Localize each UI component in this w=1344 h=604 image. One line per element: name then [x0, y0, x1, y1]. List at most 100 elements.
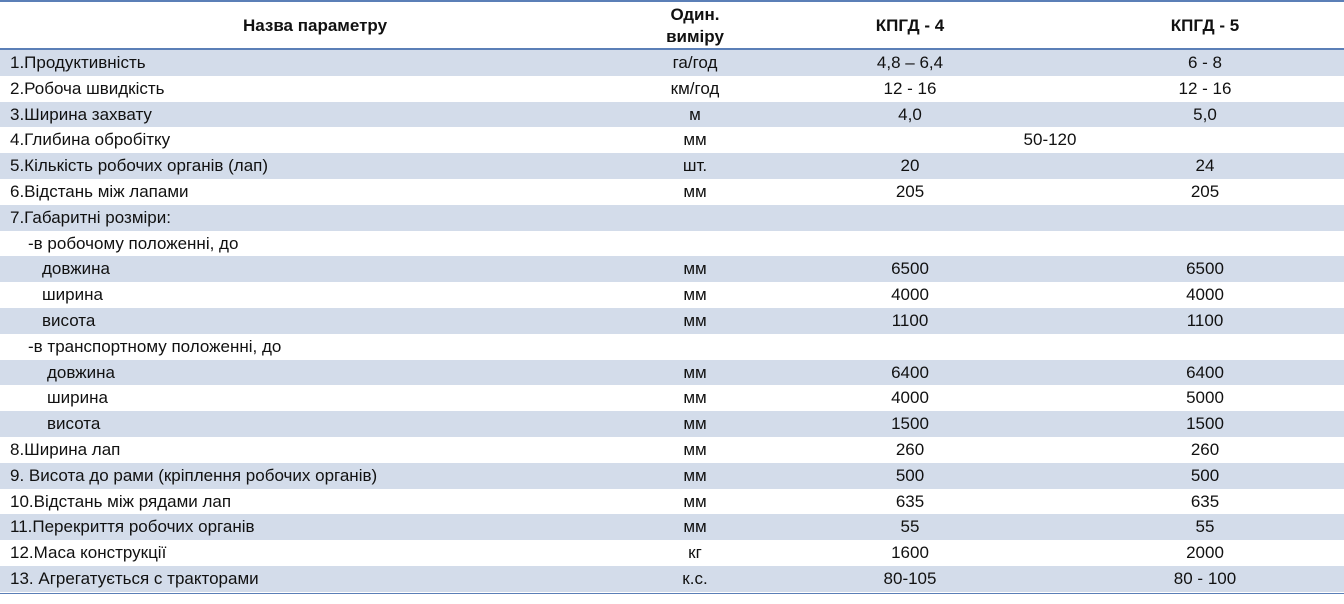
- row-value-a: 1100: [891, 310, 929, 330]
- row-unit: м: [689, 104, 701, 124]
- row-value-shared: 50-120: [1023, 130, 1077, 150]
- row-name: 9. Висота до рами (кріплення робочих орг…: [10, 465, 378, 485]
- table-row: довжина мм 6400 6400: [0, 359, 1344, 386]
- row-unit: мм: [683, 362, 707, 382]
- table-row: -в транспортному положенні, до: [0, 334, 1344, 360]
- row-unit: кг: [688, 543, 702, 563]
- row-name: довжина: [47, 362, 115, 382]
- table-row: 3.Ширина захвату м 4,0 5,0: [0, 101, 1344, 128]
- header-name: Назва параметру: [242, 16, 388, 35]
- table-row: ширина мм 4000 5000: [0, 385, 1344, 411]
- row-name: 3.Ширина захвату: [10, 104, 152, 124]
- table-row: 7.Габаритні розміри:: [0, 204, 1344, 231]
- row-value-a: 4000: [891, 388, 929, 408]
- row-value-b: 635: [1190, 491, 1220, 511]
- header-unit-line1: Один.: [670, 5, 720, 24]
- header-unit-line2: виміру: [666, 27, 724, 46]
- row-name: -в робочому положенні, до: [28, 233, 239, 253]
- row-name: 7.Габаритні розміри:: [10, 207, 171, 227]
- table-body: 1.Продуктивність га/год 4,8 – 6,4 6 - 8 …: [0, 50, 1344, 592]
- row-unit: км/год: [670, 78, 720, 98]
- row-value-b: 205: [1190, 181, 1220, 201]
- table-row: 11.Перекриття робочих органів мм 55 55: [0, 514, 1344, 541]
- row-name: 8.Ширина лап: [10, 439, 121, 459]
- row-value-a: 55: [900, 517, 920, 537]
- row-unit: мм: [683, 130, 707, 150]
- row-name: висота: [42, 310, 96, 330]
- row-value-a: 1500: [891, 414, 929, 434]
- row-name: 1.Продуктивність: [10, 53, 146, 72]
- table-row: -в робочому положенні, до: [0, 231, 1344, 257]
- table-row: 10.Відстань між рядами лап мм 635 635: [0, 489, 1344, 515]
- table-row: 13. Агрегатується с тракторами к.с. 80-1…: [0, 565, 1344, 592]
- table-row: висота мм 1500 1500: [0, 411, 1344, 437]
- row-unit: мм: [683, 181, 707, 201]
- table-row: 4.Глибина обробітку мм 50-120: [0, 127, 1344, 153]
- row-value-a: 4,8 – 6,4: [876, 53, 944, 72]
- row-unit: мм: [683, 388, 707, 408]
- row-value-b: 5000: [1186, 388, 1224, 408]
- row-value-b: 80 - 100: [1173, 568, 1237, 588]
- table-row: довжина мм 6500 6500: [0, 256, 1344, 283]
- header-unit: Один. виміру: [620, 4, 770, 48]
- row-value-b: 6400: [1186, 362, 1224, 382]
- row-value-a: 6500: [891, 259, 929, 279]
- table-header: Назва параметру Один. виміру КПГД - 4 КП…: [0, 2, 1344, 50]
- row-name: 11.Перекриття робочих органів: [10, 517, 255, 537]
- row-value-a: 4,0: [898, 104, 922, 124]
- row-unit: мм: [683, 285, 707, 305]
- row-value-b: 6500: [1186, 259, 1224, 279]
- row-value-a: 500: [895, 465, 925, 485]
- table-row: 2.Робоча швидкість км/год 12 - 16 12 - 1…: [0, 76, 1344, 102]
- row-name: 12.Маса конструкції: [10, 543, 167, 563]
- row-value-a: 20: [900, 156, 920, 176]
- row-value-b: 55: [1195, 517, 1215, 537]
- row-value-a: 205: [895, 181, 925, 201]
- row-name: висота: [47, 414, 101, 434]
- row-value-b: 1100: [1186, 310, 1224, 330]
- header-model-b: КПГД - 5: [1170, 16, 1240, 35]
- row-value-b: 5,0: [1193, 104, 1217, 124]
- table-bottom-rule: [0, 593, 1344, 594]
- row-value-a: 4000: [891, 285, 929, 305]
- row-value-a: 80-105: [883, 568, 937, 588]
- row-value-b: 500: [1190, 465, 1220, 485]
- row-value-b: 2000: [1186, 543, 1224, 563]
- row-value-a: 12 - 16: [883, 78, 937, 98]
- row-unit: мм: [683, 439, 707, 459]
- table-row: ширина мм 4000 4000: [0, 282, 1344, 308]
- row-value-b: 24: [1195, 156, 1215, 176]
- row-name: довжина: [42, 259, 110, 279]
- table-row: 12.Маса конструкції кг 1600 2000: [0, 540, 1344, 566]
- row-value-a: 1600: [891, 543, 929, 563]
- row-value-b: 4000: [1186, 285, 1224, 305]
- row-name: 10.Відстань між рядами лап: [10, 491, 232, 511]
- row-name: 6.Відстань між лапами: [10, 181, 189, 201]
- row-unit: мм: [683, 414, 707, 434]
- row-name: 4.Глибина обробітку: [10, 130, 171, 150]
- row-unit: мм: [683, 517, 707, 537]
- row-unit: га/год: [672, 53, 718, 72]
- table-row: висота мм 1100 1100: [0, 307, 1344, 334]
- table-row: 8.Ширина лап мм 260 260: [0, 437, 1344, 463]
- row-value-a: 6400: [891, 362, 929, 382]
- row-name: ширина: [42, 285, 103, 305]
- row-name: 2.Робоча швидкість: [10, 78, 165, 98]
- row-name: 13. Агрегатується с тракторами: [10, 568, 259, 588]
- row-value-b: 6 - 8: [1187, 53, 1223, 72]
- row-name: ширина: [47, 388, 108, 408]
- table-row: 1.Продуктивність га/год 4,8 – 6,4 6 - 8: [0, 50, 1344, 76]
- row-unit: шт.: [682, 156, 708, 176]
- table-row: 9. Висота до рами (кріплення робочих орг…: [0, 462, 1344, 489]
- row-unit: мм: [683, 259, 707, 279]
- row-value-b: 1500: [1186, 414, 1224, 434]
- row-value-a: 635: [895, 491, 925, 511]
- row-name: 5.Кількість робочих органів (лап): [10, 156, 269, 176]
- row-value-a: 260: [895, 439, 925, 459]
- row-value-b: 12 - 16: [1178, 78, 1232, 98]
- row-unit: мм: [683, 465, 707, 485]
- header-model-a: КПГД - 4: [875, 16, 945, 35]
- row-value-b: 260: [1190, 439, 1220, 459]
- row-unit: к.с.: [682, 568, 708, 588]
